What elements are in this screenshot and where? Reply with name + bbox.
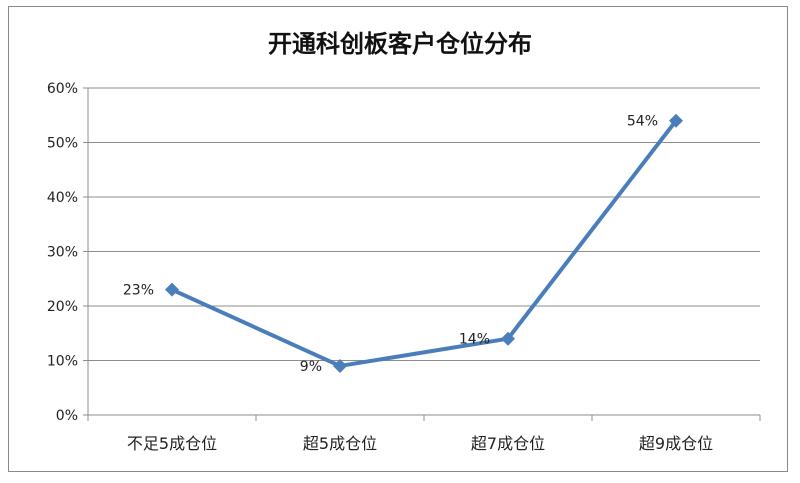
- axis-layer: 0% 10% 20% 30% 40% 50% 60% 不足5成仓位 超5成仓位 超7成仓位 超9成仓…: [47, 81, 761, 453]
- x-tick-label: 超9成仓位: [639, 434, 713, 453]
- series-layer: [165, 113, 683, 373]
- x-tick-label: 不足5成仓位: [127, 434, 217, 453]
- y-tick-label: 20%: [47, 299, 78, 315]
- data-point-marker: [501, 331, 515, 346]
- y-tick-label: 10%: [47, 354, 78, 370]
- chart-frame: [8, 6, 788, 472]
- series-line: [170, 118, 678, 368]
- data-label: 14%: [459, 332, 490, 348]
- data-point-marker: [669, 113, 683, 128]
- data-point-marker: [333, 358, 347, 373]
- data-label: 9%: [300, 359, 322, 375]
- chart-title: 开通科创板客户仓位分布: [268, 30, 532, 58]
- x-tick-label: 超7成仓位: [471, 434, 545, 453]
- x-tick-label: 超5成仓位: [303, 434, 377, 453]
- y-tick-label: 30%: [47, 245, 78, 261]
- grid-layer: [88, 87, 760, 416]
- y-tick-label: 50%: [47, 136, 78, 152]
- y-tick-label: 0%: [56, 408, 78, 424]
- y-tick-label: 60%: [47, 81, 78, 97]
- label-layer: 23% 9% 14% 54%: [123, 114, 658, 375]
- data-label: 23%: [123, 283, 154, 299]
- data-label: 54%: [627, 114, 658, 130]
- y-tick-label: 40%: [47, 190, 78, 206]
- data-point-marker: [165, 282, 179, 297]
